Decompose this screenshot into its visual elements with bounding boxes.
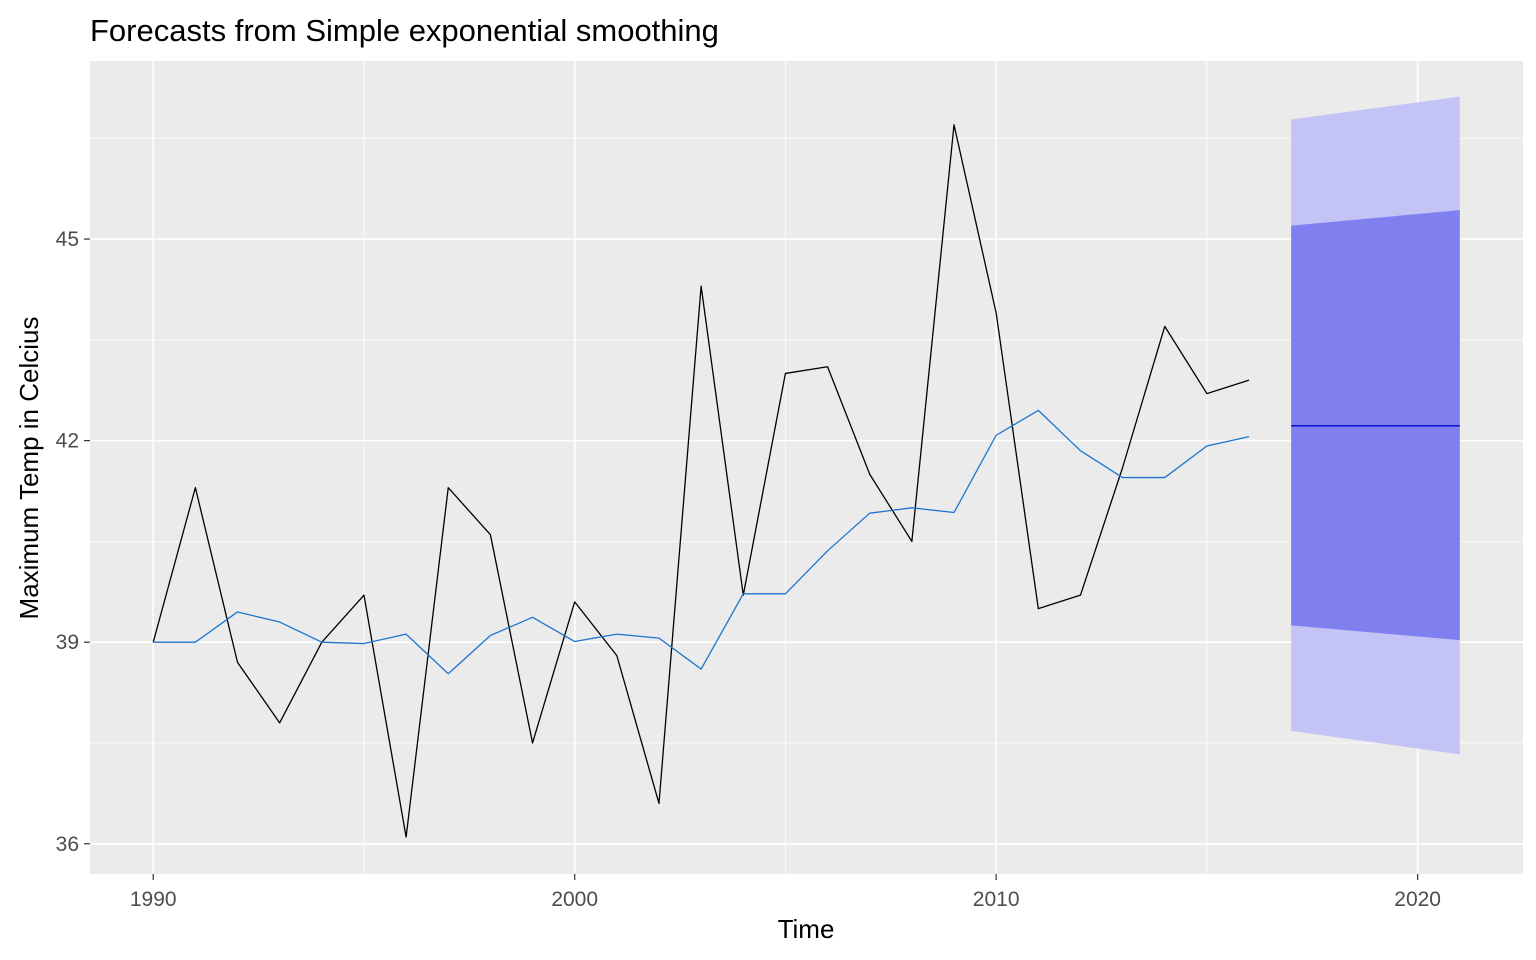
x-axis-title: Time [778,914,835,944]
fitted-series-line [153,409,1250,675]
series-lines [152,124,1460,838]
y-tick-label: 39 [56,631,79,654]
plot-panel [90,61,1523,874]
x-tick-label: 2010 [973,888,1020,911]
y-tick-label: 45 [56,228,79,251]
observed-series-line [152,124,1250,838]
y-axis: 36 39 42 45 [56,228,90,856]
minor-gridlines [90,61,1523,874]
x-tick-label: 2000 [551,888,598,911]
y-tick-label: 36 [56,833,79,856]
x-tick-label: 2020 [1394,888,1441,911]
y-axis-title: Maximum Temp in Celcius [14,317,44,620]
x-tick-label: 1990 [130,888,177,911]
x-axis: 1990 2000 2010 2020 [130,874,1441,911]
y-tick-label: 42 [56,430,79,453]
chart-title: Forecasts from Simple exponential smooth… [90,13,719,48]
